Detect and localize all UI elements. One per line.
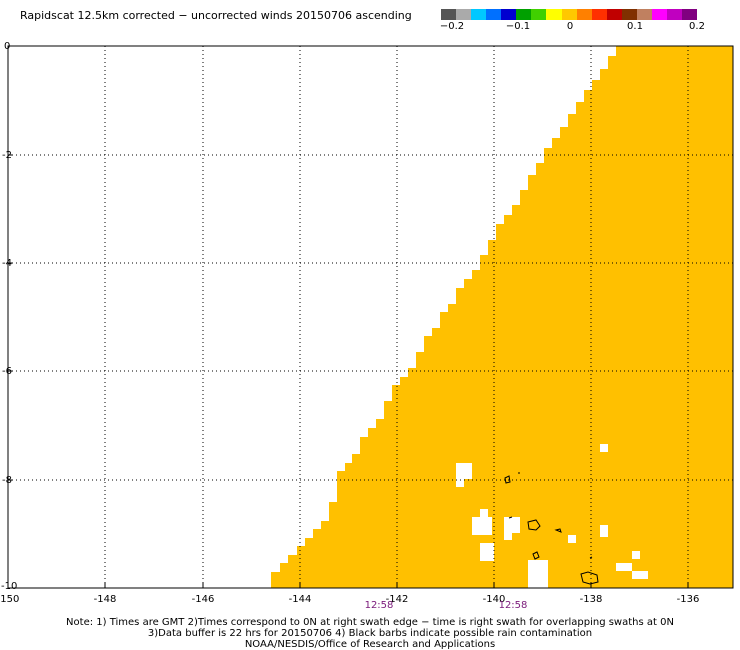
colorbar-segment-0 <box>441 9 457 20</box>
colorbar-segment-4 <box>501 9 517 20</box>
swath-time-label-2: 12:58 <box>499 600 528 611</box>
x-tick-label-m138: -138 <box>580 594 603 605</box>
colorbar-segment-15 <box>666 9 682 20</box>
footnote-credit: NOAA/NESDIS/Office of Research and Appli… <box>244 639 496 650</box>
colorbar-label-pos: 0.1 <box>627 21 643 32</box>
y-tick-label-m2: -2 <box>2 150 12 161</box>
y-tick-label-m8: -8 <box>2 475 12 486</box>
x-tick-label-m150: -150 <box>0 594 19 605</box>
y-tick-label-0: 0 <box>4 41 10 52</box>
grid-lines <box>8 46 733 588</box>
colorbar-segment-14 <box>651 9 667 20</box>
no-data-gaps <box>456 444 648 588</box>
y-tick-label-m6: -6 <box>2 366 12 377</box>
tick-marks <box>8 45 689 588</box>
colorbar-segment-16 <box>682 9 698 20</box>
colorbar-segment-9 <box>576 9 592 20</box>
colorbar-segment-5 <box>516 9 532 20</box>
colorbar-label-max: 0.2 <box>689 21 705 32</box>
x-tick-label-m146: -146 <box>192 594 215 605</box>
colorbar-segment-1 <box>456 9 472 20</box>
island-outlines <box>504 472 599 585</box>
map-frame <box>7 45 734 589</box>
colorbar-label-min: −0.2 <box>439 21 465 32</box>
swath-area <box>271 46 733 588</box>
colorbar-label-zero: 0 <box>566 21 574 32</box>
x-tick-label-m144: -144 <box>289 594 312 605</box>
colorbar-segment-12 <box>621 9 637 20</box>
x-tick-label-m142: -142 <box>386 594 409 605</box>
colorbar-segment-3 <box>486 9 502 20</box>
x-tick-label-m136: -136 <box>677 594 700 605</box>
footnote-line-2: 3)Data buffer is 22 hrs for 20150706 4) … <box>147 628 593 639</box>
color-scale-bar <box>441 9 698 20</box>
colorbar-segment-2 <box>471 9 487 20</box>
y-tick-label-m10: -10 <box>1 581 17 592</box>
colorbar-label-neg: −0.1 <box>505 21 531 32</box>
colorbar-segment-13 <box>636 9 652 20</box>
footnote-line-1: Note: 1) Times are GMT 2)Times correspon… <box>66 617 674 628</box>
colorbar-segment-7 <box>546 9 562 20</box>
map-title: Rapidscat 12.5km corrected − uncorrected… <box>20 9 412 22</box>
colorbar-segment-6 <box>531 9 547 20</box>
y-tick-label-m4: -4 <box>2 258 12 269</box>
colorbar-segment-8 <box>561 9 577 20</box>
colorbar-segment-10 <box>591 9 607 20</box>
x-tick-label-m148: -148 <box>94 594 117 605</box>
swath-time-label-1: 12:58 <box>365 600 394 611</box>
x-tick-label-m140: -140 <box>483 594 506 605</box>
colorbar-segment-11 <box>606 9 622 20</box>
